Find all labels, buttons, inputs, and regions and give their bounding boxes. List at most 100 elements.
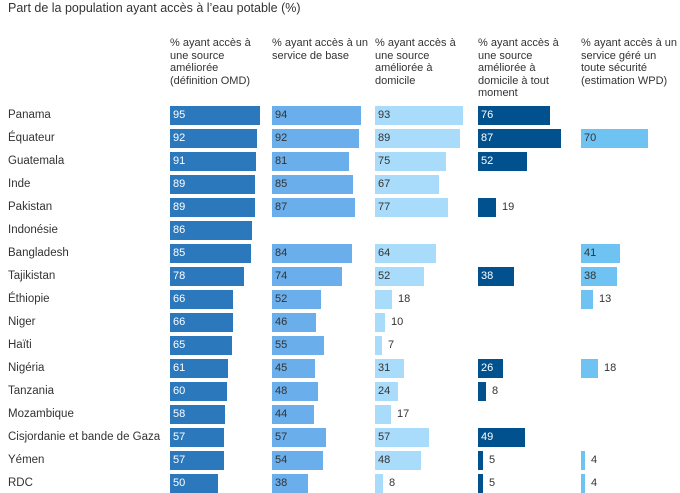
bar: [170, 129, 257, 148]
data-label: 92: [173, 132, 186, 144]
bar: [581, 474, 585, 493]
bar: [478, 382, 486, 401]
bar: [581, 451, 585, 470]
column-header-5: % ayant accès à un service géré un toute…: [581, 37, 678, 87]
bar: [581, 129, 648, 148]
column-header-1: % ayant accès à une source améliorée (dé…: [170, 37, 251, 87]
data-label: 85: [275, 178, 288, 190]
data-label: 57: [378, 431, 391, 443]
data-label: 31: [378, 362, 391, 374]
data-label: 46: [275, 316, 288, 328]
data-label: 76: [481, 109, 494, 121]
bar: [375, 313, 385, 332]
bar: [478, 267, 514, 286]
data-label: 24: [378, 385, 391, 397]
row-label: Pakistan: [8, 201, 53, 213]
bar: [375, 382, 398, 401]
data-label: 81: [275, 155, 288, 167]
bar: [170, 152, 256, 171]
row-label: Nigéria: [8, 362, 45, 374]
data-label: 57: [173, 454, 186, 466]
bar: [375, 451, 421, 470]
data-label: 7: [388, 339, 395, 351]
bar: [478, 451, 483, 470]
data-label: 4: [591, 477, 598, 489]
data-label: 48: [275, 385, 288, 397]
bar: [272, 451, 323, 470]
bar: [170, 313, 233, 332]
data-label: 8: [389, 477, 396, 489]
bar: [581, 244, 620, 263]
data-label: 89: [173, 201, 186, 213]
bar: [272, 198, 355, 217]
data-label: 49: [481, 431, 494, 443]
bar: [170, 405, 225, 424]
data-label: 66: [173, 293, 186, 305]
data-label: 70: [584, 132, 597, 144]
row-label: Niger: [8, 316, 36, 328]
data-label: 84: [275, 247, 288, 259]
bar: [170, 267, 244, 286]
chart-title: Part de la population ayant accès à l’ea…: [8, 1, 301, 15]
bar: [272, 313, 316, 332]
row-label: Mozambique: [8, 408, 74, 420]
bar: [375, 198, 448, 217]
bar: [478, 129, 561, 148]
data-label: 26: [481, 362, 494, 374]
bar: [375, 428, 429, 447]
bar: [581, 267, 617, 286]
bar: [581, 359, 598, 378]
bar: [478, 428, 525, 447]
data-label: 77: [378, 201, 391, 213]
data-label: 44: [275, 408, 288, 420]
row-label: Inde: [8, 178, 31, 190]
bar: [478, 106, 550, 125]
row-label: Bangladesh: [8, 247, 69, 259]
bar: [375, 405, 391, 424]
data-label: 78: [173, 270, 186, 282]
bar: [375, 474, 383, 493]
row-label: Éthiopie: [8, 293, 50, 305]
bar: [272, 129, 359, 148]
data-label: 8: [492, 385, 499, 397]
bar: [581, 290, 593, 309]
bar: [272, 405, 314, 424]
bar: [272, 106, 361, 125]
data-label: 58: [173, 408, 186, 420]
data-label: 60: [173, 385, 186, 397]
bar: [478, 474, 483, 493]
data-label: 19: [502, 201, 515, 213]
bar: [272, 152, 349, 171]
column-header-2: % ayant accès à un service de base: [272, 37, 369, 62]
column-header-3: % ayant accès à une source améliorée à d…: [375, 37, 456, 87]
bar: [170, 175, 255, 194]
bar: [375, 129, 460, 148]
data-label: 5: [489, 454, 496, 466]
data-label: 4: [591, 454, 598, 466]
data-label: 45: [275, 362, 288, 374]
bar: [170, 359, 228, 378]
data-label: 87: [481, 132, 494, 144]
bar: [375, 106, 463, 125]
data-label: 94: [275, 109, 288, 121]
bar: [375, 152, 446, 171]
bar: [375, 290, 392, 309]
bar: [375, 359, 404, 378]
data-label: 18: [604, 362, 617, 374]
data-label: 89: [173, 178, 186, 190]
bar: [170, 382, 227, 401]
bar: [375, 244, 436, 263]
data-label: 57: [173, 431, 186, 443]
data-label: 66: [173, 316, 186, 328]
row-label: Indonésie: [8, 224, 58, 236]
bar: [272, 175, 353, 194]
bar: [478, 359, 503, 378]
data-label: 50: [173, 477, 186, 489]
data-label: 52: [481, 155, 494, 167]
data-label: 55: [275, 339, 288, 351]
bar: [170, 221, 252, 240]
data-label: 5: [489, 477, 496, 489]
bar: [170, 336, 232, 355]
row-label: Yémen: [8, 454, 45, 466]
bar: [170, 451, 224, 470]
